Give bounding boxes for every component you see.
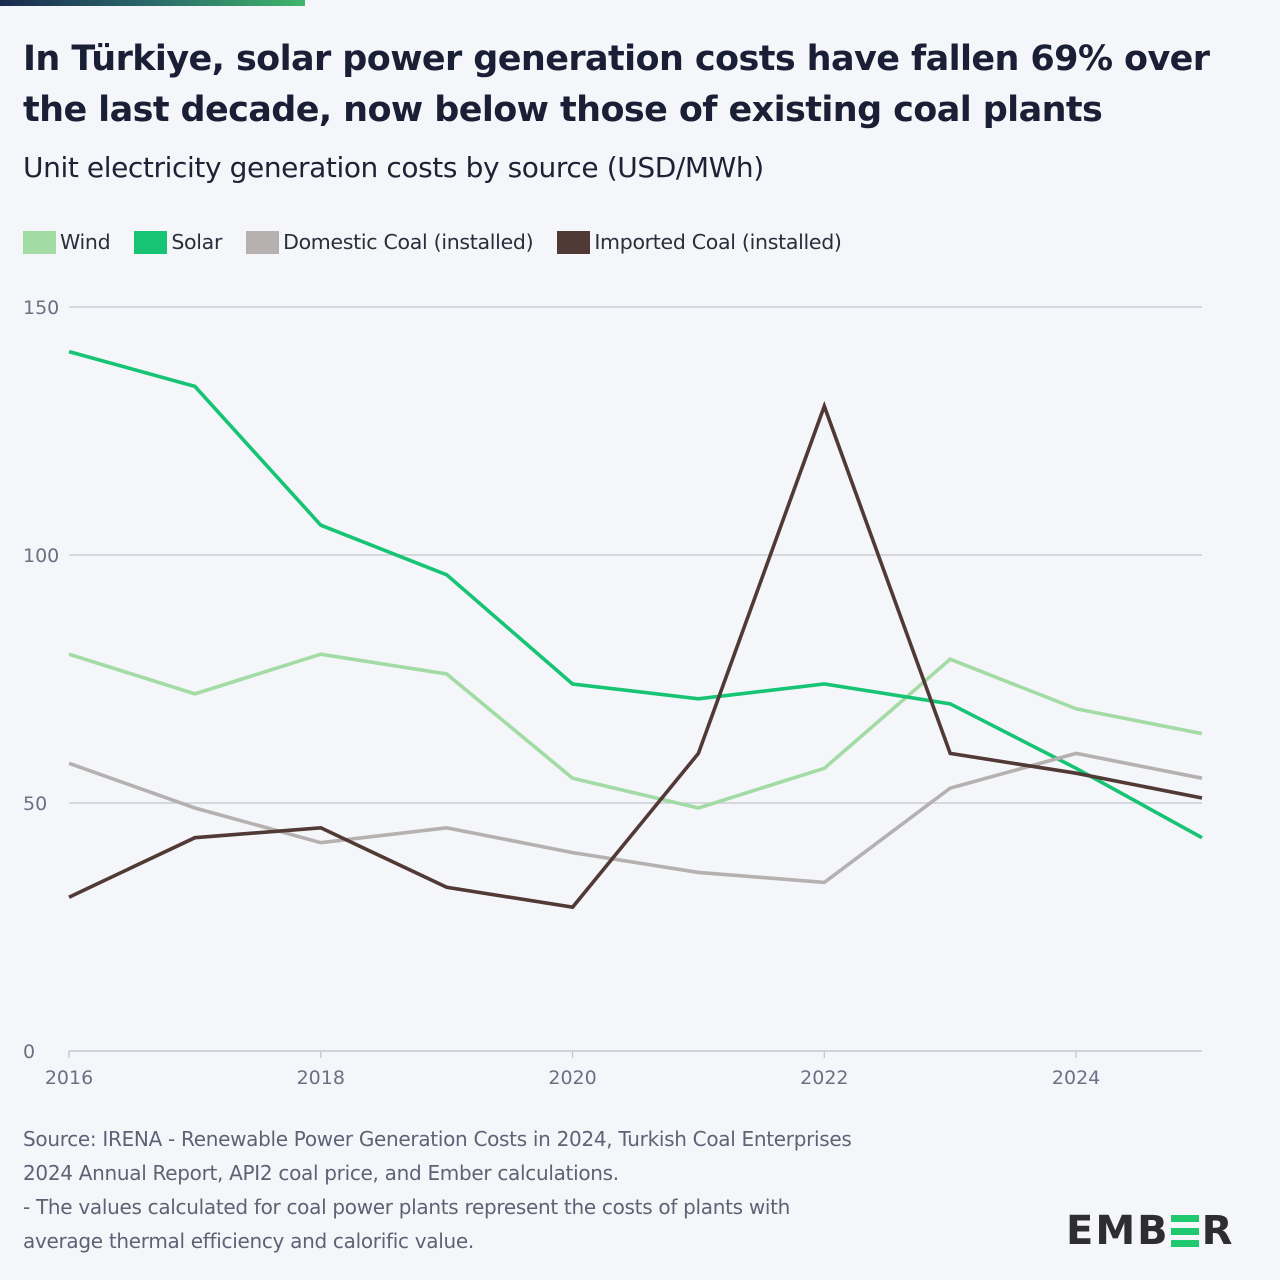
line-chart: 0 50 100 150 2016 2018 2020 2022 2024 bbox=[23, 297, 1203, 1089]
legend-swatch-domestic-coal bbox=[246, 230, 280, 254]
legend-label-imported-coal: Imported Coal (installed) bbox=[594, 230, 842, 254]
logo-text-prefix: EMB bbox=[1066, 1208, 1170, 1254]
y-tick-label-0: 0 bbox=[23, 1041, 35, 1063]
chart-subtitle: Unit electricity generation costs by sou… bbox=[23, 151, 764, 184]
source-line-1: Source: IRENA - Renewable Power Generati… bbox=[23, 1127, 852, 1151]
chart-title-line-2: the last decade, now below those of exis… bbox=[23, 90, 1103, 130]
legend-swatch-solar bbox=[134, 230, 168, 254]
chart-title: In Türkiye, solar power generation costs… bbox=[23, 34, 1263, 136]
legend-swatch-wind bbox=[23, 230, 56, 254]
x-tick-label-2020: 2020 bbox=[548, 1067, 596, 1089]
legend-item-wind: Wind bbox=[23, 230, 111, 254]
logo-e-bars-icon bbox=[1170, 1215, 1199, 1247]
ember-logo: EMB R bbox=[1066, 1208, 1234, 1254]
legend-item-solar: Solar bbox=[134, 230, 222, 254]
y-tick-label-100: 100 bbox=[23, 545, 59, 567]
logo-text-suffix: R bbox=[1201, 1208, 1235, 1254]
legend-item-imported-coal: Imported Coal (installed) bbox=[557, 230, 842, 254]
y-tick-label-150: 150 bbox=[23, 297, 59, 319]
series-line-domestic-coal-installed bbox=[68, 751, 1203, 885]
legend-label-wind: Wind bbox=[60, 230, 111, 254]
axes: 0 50 100 150 2016 2018 2020 2022 2024 bbox=[23, 297, 1202, 1089]
series-line-imported-coal-installed bbox=[68, 400, 1203, 910]
note-line-1: - The values calculated for coal power p… bbox=[23, 1195, 791, 1219]
x-tick-label-2016: 2016 bbox=[45, 1067, 93, 1089]
series-lines bbox=[68, 349, 1203, 910]
note-line-2: average thermal efficiency and calorific… bbox=[23, 1229, 474, 1253]
series-line-solar bbox=[68, 349, 1203, 840]
x-tick-label-2022: 2022 bbox=[800, 1067, 848, 1089]
legend-item-domestic-coal: Domestic Coal (installed) bbox=[246, 230, 534, 254]
gridlines bbox=[69, 306, 1202, 804]
source-note: Source: IRENA - Renewable Power Generati… bbox=[23, 1122, 1003, 1258]
legend: Wind Solar Domestic Coal (installed) Imp… bbox=[23, 229, 866, 255]
legend-swatch-imported-coal bbox=[557, 230, 591, 254]
chart-title-line-1: In Türkiye, solar power generation costs… bbox=[23, 39, 1210, 79]
x-tick-label-2024: 2024 bbox=[1052, 1067, 1100, 1089]
source-line-2: 2024 Annual Report, API2 coal price, and… bbox=[23, 1161, 619, 1185]
y-tick-label-50: 50 bbox=[23, 793, 47, 815]
series-line-wind bbox=[68, 652, 1203, 810]
legend-label-domestic-coal: Domestic Coal (installed) bbox=[283, 230, 534, 254]
top-accent-bar bbox=[0, 0, 305, 6]
legend-label-solar: Solar bbox=[171, 230, 223, 254]
x-tick-label-2018: 2018 bbox=[297, 1067, 345, 1089]
